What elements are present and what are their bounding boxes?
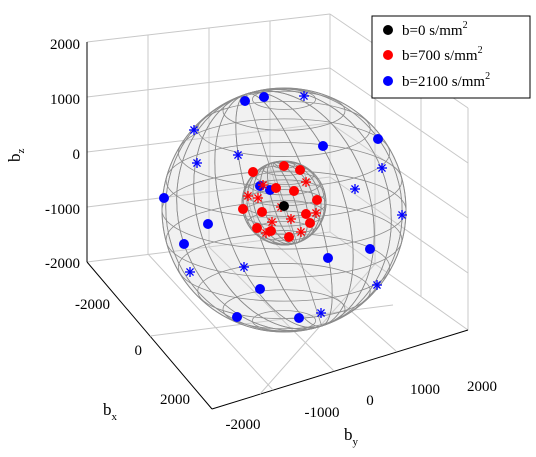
x-tick-label: -2000 [75, 297, 110, 313]
point-b2100-far [299, 91, 309, 101]
point-b2100-far [192, 158, 202, 168]
point-b700-far [311, 208, 321, 218]
point-b2100 [179, 239, 189, 249]
point-b2100-far [350, 184, 360, 194]
point-b700 [295, 165, 305, 175]
point-b2100-far [372, 280, 382, 290]
outer-mesh-longitude [165, 87, 403, 333]
z-tick-label: -1000 [45, 202, 80, 218]
point-b700 [279, 161, 289, 171]
inner-mesh-longitude [242, 160, 326, 246]
point-b2100 [323, 253, 333, 263]
x-axis-ticks: -2000 0 2000 [75, 297, 190, 408]
point-b2100 [159, 193, 169, 203]
z-tick-label: 2000 [50, 37, 80, 53]
legend-entry-b0: b=0 s/mm2 [402, 20, 468, 39]
y-tick-label: 0 [366, 393, 374, 409]
y-tick-label: -2000 [226, 417, 261, 433]
point-b700 [257, 207, 267, 217]
z-axis-label: bz [5, 149, 27, 163]
y-tick-label: 1000 [410, 382, 440, 398]
point-b2100 [318, 141, 328, 151]
point-b2100 [203, 219, 213, 229]
legend-marker-b700 [383, 50, 393, 60]
z-tick-label: 0 [73, 147, 81, 163]
point-b2100 [259, 92, 269, 102]
point-b700 [305, 218, 315, 228]
legend-entry-b2100: b=2100 s/mm2 [402, 71, 490, 90]
z-tick-label: 1000 [50, 92, 80, 108]
point-b2100-far [377, 163, 387, 173]
y-axis-label: by [344, 425, 359, 448]
point-b2100-far [185, 267, 195, 277]
point-b2100-far [189, 125, 199, 135]
point-b2100 [240, 96, 250, 106]
point-b700-far [243, 191, 253, 201]
point-b700 [252, 223, 262, 233]
point-b2100 [294, 313, 304, 323]
point-b2100-far [316, 308, 326, 318]
point-b2100-far [239, 262, 249, 272]
point-b700-far [253, 193, 263, 203]
point-b700 [312, 195, 322, 205]
point-b2100 [232, 312, 242, 322]
point-b2100 [365, 244, 375, 254]
point-b700 [271, 183, 281, 193]
legend: b=0 s/mm2 b=700 s/mm2 b=2100 s/mm2 [371, 15, 531, 99]
legend-box [371, 15, 531, 99]
legend-marker-b0 [383, 25, 393, 35]
point-b2100 [373, 134, 383, 144]
point-b700-far [261, 228, 271, 238]
point-b700-far [301, 177, 311, 187]
point-b700-far [286, 214, 296, 224]
point-b2100-far [233, 150, 243, 160]
outer-mesh-latitude [252, 88, 316, 110]
legend-entry-b700: b=700 s/mm2 [402, 45, 483, 64]
point-b0 [279, 201, 289, 211]
point-b700-far [296, 227, 306, 237]
y-tick-label: 2000 [467, 379, 497, 395]
z-tick-label: -2000 [45, 256, 80, 272]
gradient-points [159, 91, 407, 323]
y-axis-ticks: -2000 -1000 0 1000 2000 [226, 379, 498, 433]
point-b700 [238, 204, 248, 214]
outer-mesh-latitude [252, 310, 316, 332]
point-b700-far [258, 180, 268, 190]
point-b700 [301, 209, 311, 219]
point-b700-far [267, 217, 277, 227]
legend-marker-b2100 [383, 76, 393, 86]
point-b2100-far [397, 210, 407, 220]
point-b700 [248, 167, 258, 177]
x-tick-label: 0 [135, 343, 143, 359]
z-axis-ticks: 2000 1000 0 -1000 -2000 [45, 37, 80, 272]
point-b2100 [255, 284, 265, 294]
y-tick-label: -1000 [305, 405, 340, 421]
x-tick-label: 2000 [160, 392, 190, 408]
point-b700 [289, 186, 299, 196]
point-b700 [284, 232, 294, 242]
x-axis-label: bx [103, 400, 118, 423]
